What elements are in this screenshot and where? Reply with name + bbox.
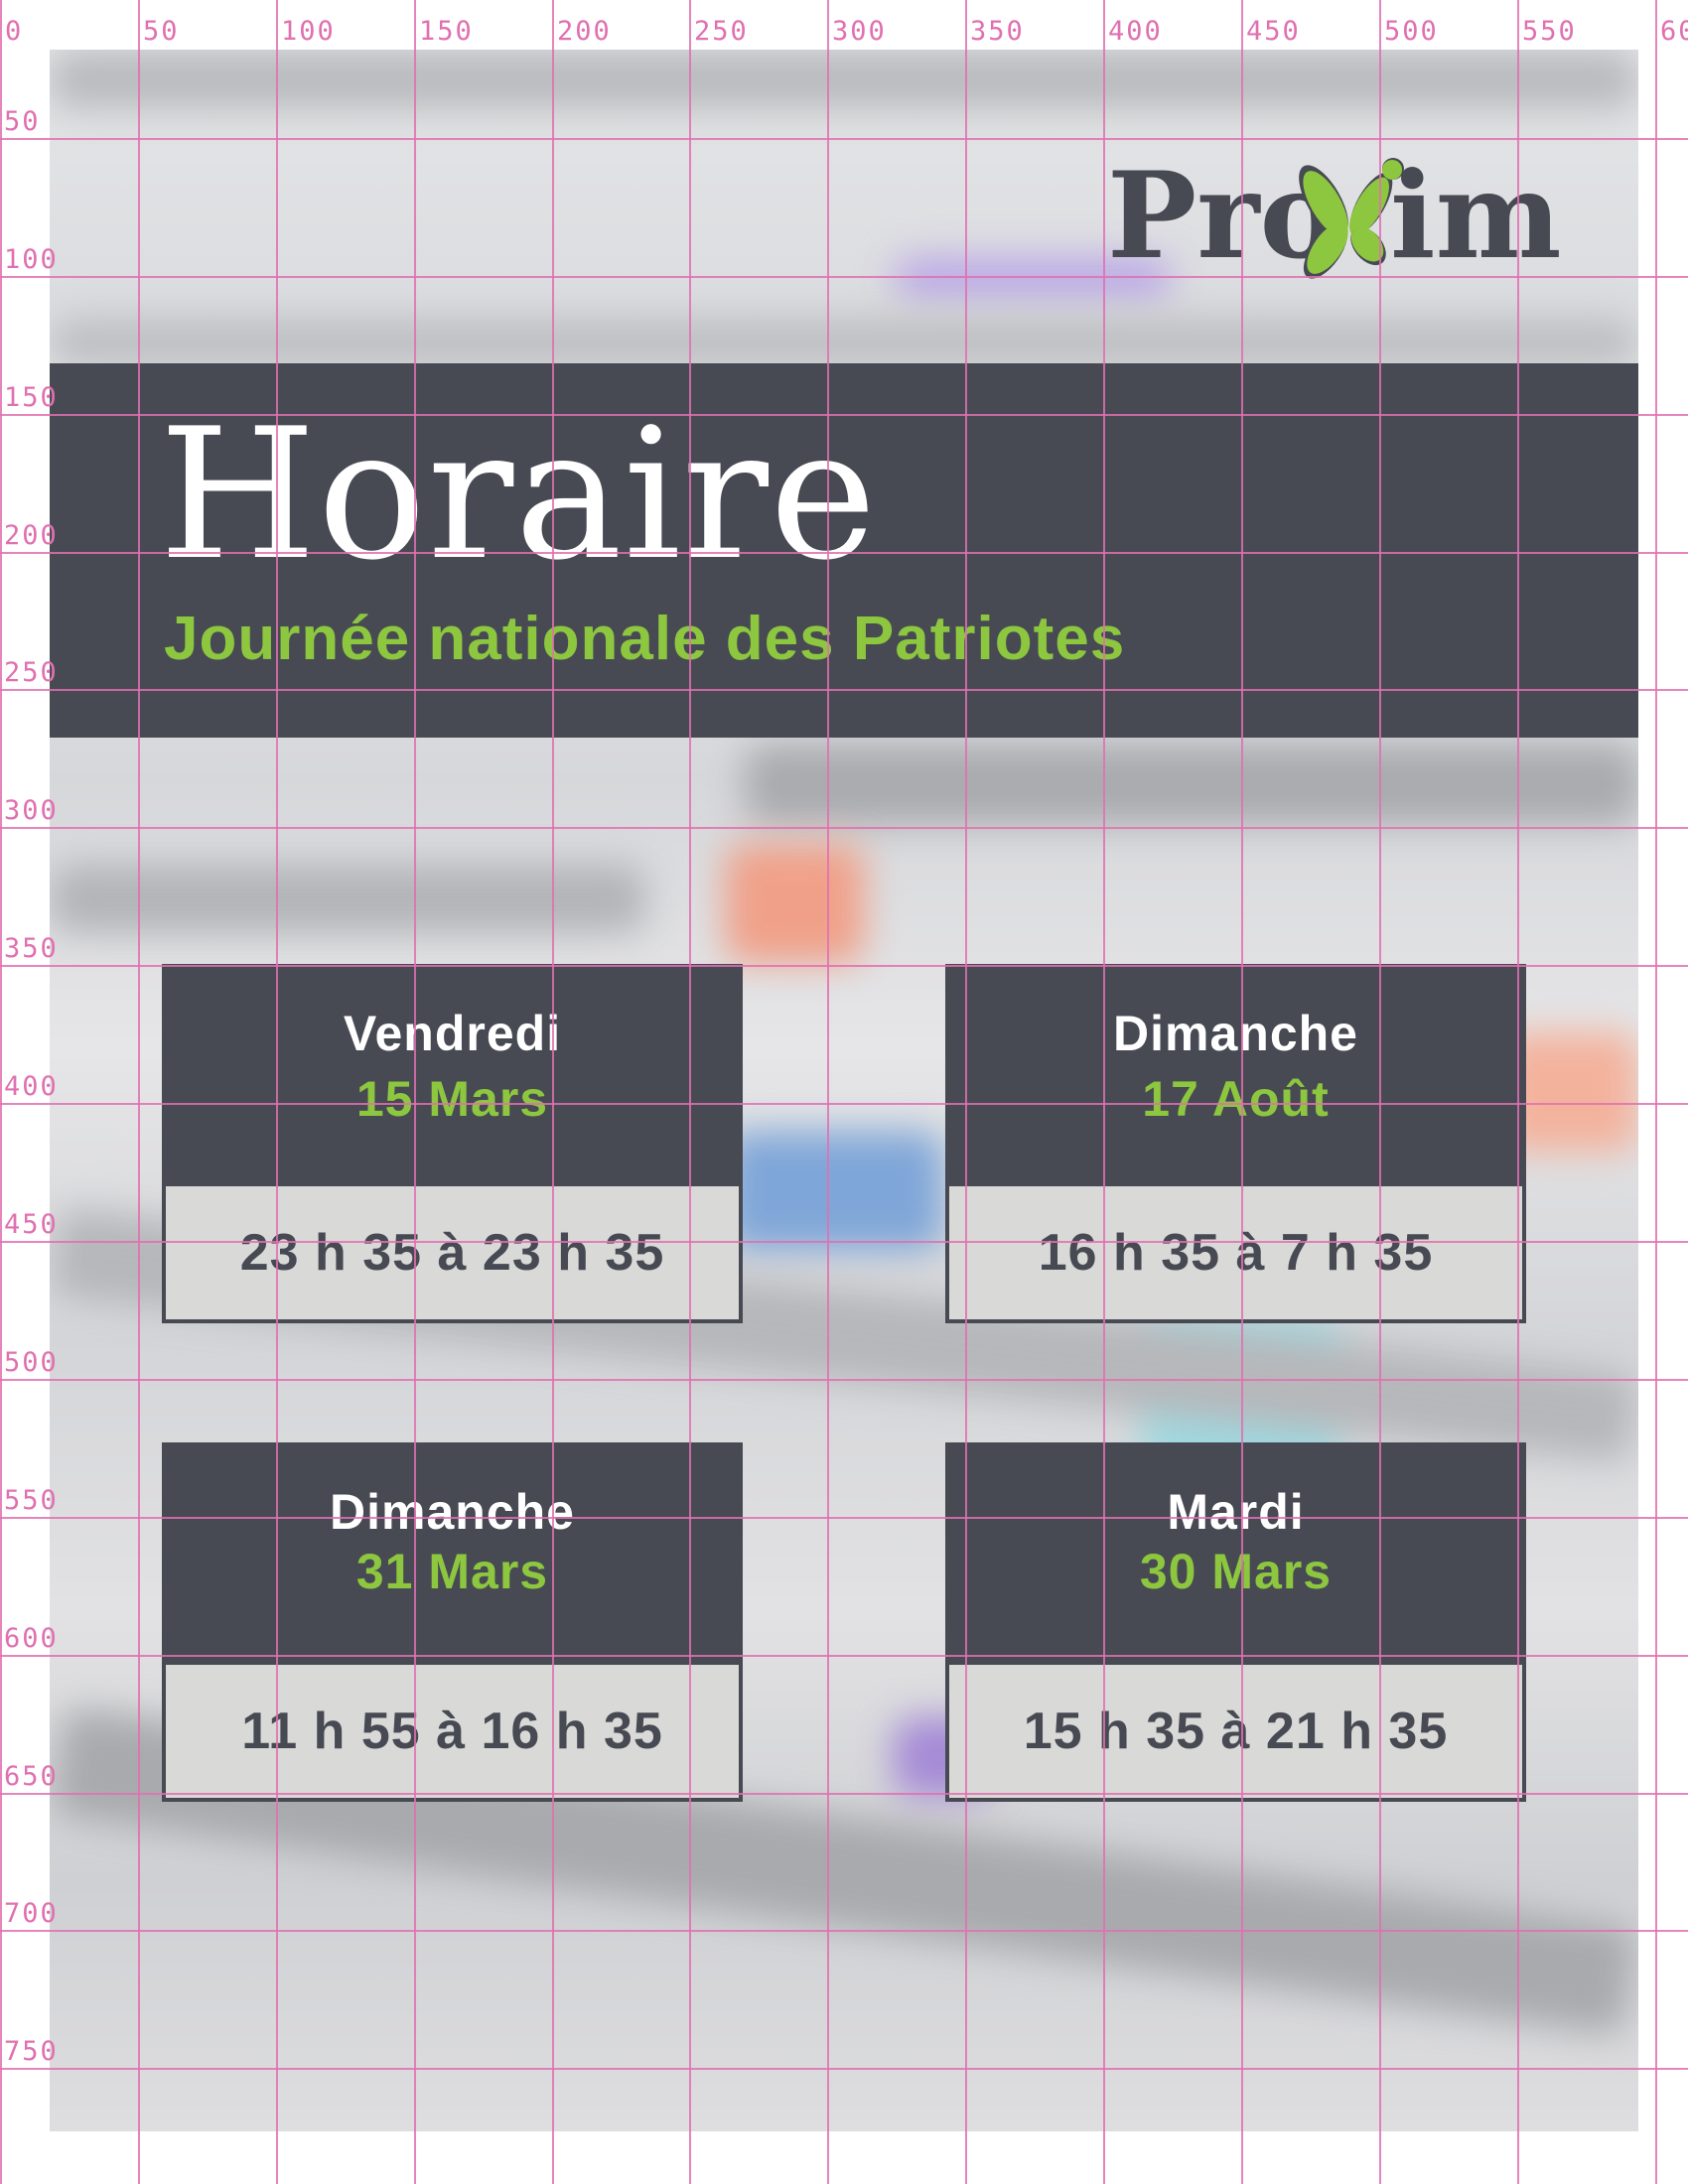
grid-line-horizontal — [0, 1103, 1688, 1105]
ruler-label-top: 60 — [1660, 16, 1688, 47]
grid-line-horizontal — [0, 1517, 1688, 1519]
grid-line-horizontal — [0, 138, 1688, 140]
card-day: Vendredi — [343, 1006, 562, 1061]
grid-line-vertical — [965, 0, 967, 2184]
grid-line-vertical — [276, 0, 278, 2184]
grid-line-vertical — [0, 0, 2, 2184]
card-time: 11 h 55 à 16 h 35 — [241, 1703, 663, 1760]
card-time: 15 h 35 à 21 h 35 — [1023, 1703, 1449, 1760]
grid-line-vertical — [1379, 0, 1381, 2184]
card-date: 30 Mars — [1139, 1544, 1333, 1599]
ruler-label-left: 400 — [4, 1071, 59, 1102]
logo-butterfly-icon — [1299, 158, 1404, 279]
grid-line-horizontal — [0, 1379, 1688, 1381]
card-day: Mardi — [1167, 1484, 1305, 1540]
card-header: Dimanche 31 Mars — [162, 1442, 743, 1665]
grid-line-horizontal — [0, 1930, 1688, 1932]
grid-line-vertical — [414, 0, 416, 2184]
ruler-label-top: 450 — [1246, 16, 1301, 47]
grid-line-vertical — [552, 0, 554, 2184]
ruler-label-left: 450 — [4, 1209, 59, 1240]
ruler-label-left: 100 — [4, 244, 59, 275]
grid-line-vertical — [138, 0, 140, 2184]
ruler-label-top: 50 — [143, 16, 180, 47]
page-subtitle: Journée nationale des Patriotes — [164, 605, 1126, 673]
ruler-label-top: 300 — [832, 16, 887, 47]
card-time-box: 23 h 35 à 23 h 35 — [162, 1186, 743, 1323]
schedule-card: Vendredi 15 Mars 23 h 35 à 23 h 35 — [162, 964, 743, 1323]
grid-line-horizontal — [0, 276, 1688, 278]
grid-line-vertical — [1517, 0, 1519, 2184]
ruler-label-left: 150 — [4, 382, 59, 413]
page-title: Horaire — [159, 389, 878, 600]
card-time-box: 16 h 35 à 7 h 35 — [945, 1186, 1526, 1323]
grid-line-vertical — [827, 0, 829, 2184]
card-time: 16 h 35 à 7 h 35 — [1038, 1224, 1434, 1282]
card-date: 31 Mars — [355, 1544, 549, 1599]
ruler-label-left: 50 — [4, 106, 41, 137]
card-date: 17 Août — [1142, 1071, 1330, 1127]
ruler-label-top: 350 — [970, 16, 1025, 47]
ruler-label-left: 300 — [4, 795, 59, 826]
card-time: 23 h 35 à 23 h 35 — [239, 1224, 665, 1282]
grid-line-vertical — [1241, 0, 1243, 2184]
grid-line-vertical — [689, 0, 691, 2184]
grid-line-vertical — [1103, 0, 1105, 2184]
ruler-label-left: 250 — [4, 657, 59, 688]
card-date: 15 Mars — [355, 1071, 549, 1127]
card-time-box: 15 h 35 à 21 h 35 — [945, 1665, 1526, 1802]
ruler-label-left: 200 — [4, 520, 59, 551]
card-time-box: 11 h 55 à 16 h 35 — [162, 1665, 743, 1802]
card-day: Dimanche — [330, 1484, 575, 1540]
ruler-label-top: 100 — [281, 16, 336, 47]
grid-line-horizontal — [0, 1241, 1688, 1243]
ruler-label-top: 500 — [1384, 16, 1439, 47]
ruler-label-top: 200 — [557, 16, 612, 47]
ruler-label-left: 550 — [4, 1485, 59, 1516]
grid-line-horizontal — [0, 689, 1688, 691]
grid-line-horizontal — [0, 965, 1688, 967]
schedule-card: Mardi 30 Mars 15 h 35 à 21 h 35 — [945, 1442, 1526, 1802]
schedule-card: Dimanche 17 Août 16 h 35 à 7 h 35 — [945, 964, 1526, 1323]
grid-line-horizontal — [0, 1793, 1688, 1795]
proxim-logo: Pro im — [1107, 149, 1562, 283]
grid-line-vertical — [1655, 0, 1657, 2184]
ruler-label-top: 0 — [5, 16, 24, 47]
grid-line-horizontal — [0, 2068, 1688, 2070]
card-header: Vendredi 15 Mars — [162, 964, 743, 1186]
ruler-label-top: 150 — [419, 16, 474, 47]
ruler-label-left: 650 — [4, 1761, 59, 1792]
schedule-card: Dimanche 31 Mars 11 h 55 à 16 h 35 — [162, 1442, 743, 1802]
logo-text-right: im — [1390, 146, 1562, 286]
grid-line-horizontal — [0, 1655, 1688, 1657]
ruler-label-top: 400 — [1108, 16, 1163, 47]
grid-line-horizontal — [0, 414, 1688, 416]
card-header: Dimanche 17 Août — [945, 964, 1526, 1186]
ruler-label-left: 350 — [4, 933, 59, 964]
ruler-label-top: 250 — [694, 16, 749, 47]
ruler-label-left: 500 — [4, 1347, 59, 1378]
ruler-label-left: 750 — [4, 2036, 59, 2067]
ruler-label-left: 700 — [4, 1898, 59, 1929]
ruler-label-left: 600 — [4, 1623, 59, 1654]
grid-line-horizontal — [0, 552, 1688, 554]
header-banner — [50, 363, 1638, 738]
grid-line-horizontal — [0, 827, 1688, 829]
card-day: Dimanche — [1113, 1006, 1358, 1061]
card-header: Mardi 30 Mars — [945, 1442, 1526, 1665]
ruler-label-top: 550 — [1522, 16, 1577, 47]
